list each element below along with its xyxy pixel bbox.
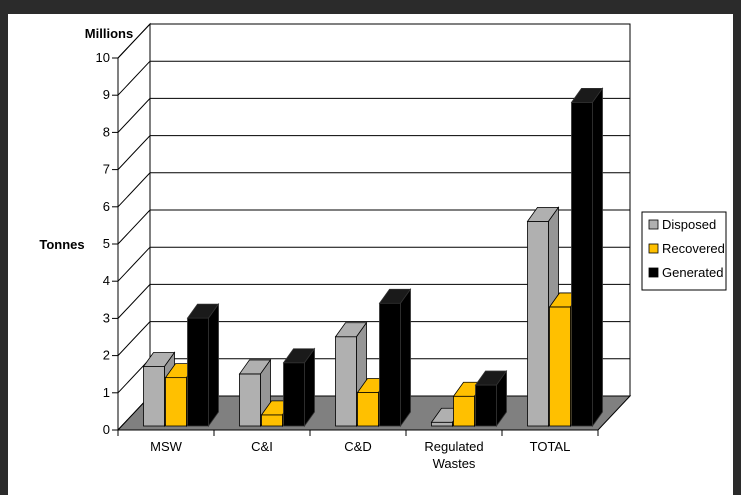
legend-label-recovered: Recovered (662, 241, 725, 256)
bar-chart: 0 1 2 3 4 5 6 7 8 9 10 MSW C&I C&D Regulated Wastes TOT… (39, 22, 727, 471)
gridline (117, 23, 630, 59)
bar-front (527, 220, 549, 427)
y-tick-label: 10 (96, 50, 110, 65)
gridline (117, 172, 630, 208)
bar-front (549, 306, 571, 427)
bar-front (143, 366, 165, 427)
bar-generated-2 (378, 287, 412, 428)
bar-side (496, 369, 507, 428)
bars (142, 87, 604, 428)
y-tick-label: 5 (103, 236, 110, 251)
gridline (117, 321, 630, 356)
bar-generated-0 (186, 302, 220, 428)
y-unit-label: Millions (85, 26, 133, 41)
bar-front (453, 395, 475, 427)
legend-swatch-generated (648, 267, 659, 278)
y-tick-label: 6 (103, 199, 110, 214)
bar-front (379, 302, 401, 427)
legend-swatch-recovered (648, 243, 659, 254)
bar-side (304, 347, 315, 428)
bar-front (357, 392, 379, 427)
legend-label-disposed: Disposed (662, 217, 716, 232)
bar-front (571, 101, 593, 427)
y-tick-label: 0 (103, 422, 110, 437)
bar-front (187, 317, 209, 427)
y-tick-label: 3 (103, 310, 110, 325)
category-label: C&D (344, 439, 371, 454)
bar-side (400, 287, 411, 428)
bar-generated-4 (570, 87, 604, 428)
category-label: TOTAL (530, 439, 571, 454)
bar-front (335, 336, 357, 427)
bar-side (592, 87, 603, 428)
bar-front (239, 373, 261, 427)
category-label: Regulated Wastes (424, 439, 483, 471)
y-axis-title: Tonnes (39, 237, 84, 252)
y-tick-label: 8 (103, 124, 110, 139)
bar-front (431, 421, 453, 427)
bar-front (165, 377, 187, 427)
y-tick-label: 7 (103, 162, 110, 177)
bar-front (261, 414, 283, 427)
bar-front (283, 362, 305, 427)
bar-front (475, 384, 497, 427)
legend-swatch-disposed (648, 219, 659, 230)
gridline (117, 60, 630, 96)
y-tick-labels: 0 1 2 3 4 5 6 7 8 9 10 (96, 50, 118, 437)
chart-frame: 0 1 2 3 4 5 6 7 8 9 10 MSW C&I C&D Regulated Wastes TOT… (8, 14, 733, 495)
y-tick-label: 2 (103, 348, 110, 363)
bar-generated-1 (282, 347, 316, 428)
bar-generated-3 (474, 369, 508, 428)
y-tick-label: 4 (103, 273, 110, 288)
category-label: MSW (150, 439, 183, 454)
bar-side (208, 302, 219, 428)
legend-label-generated: Generated (662, 265, 723, 280)
category-label: C&I (251, 439, 273, 454)
gridline (117, 246, 630, 282)
gridlines (117, 23, 630, 431)
gridline (117, 97, 630, 133)
gridline (117, 209, 630, 245)
category-labels: MSW C&I C&D Regulated Wastes TOTAL (117, 430, 599, 471)
y-tick-label: 1 (103, 385, 110, 400)
gridline (117, 135, 630, 170)
bar-disposed-2 (334, 321, 368, 428)
legend: Disposed Recovered Generated (641, 211, 727, 291)
gridline (117, 283, 630, 319)
y-tick-label: 9 (103, 87, 110, 102)
bar-disposed-1 (238, 358, 272, 428)
